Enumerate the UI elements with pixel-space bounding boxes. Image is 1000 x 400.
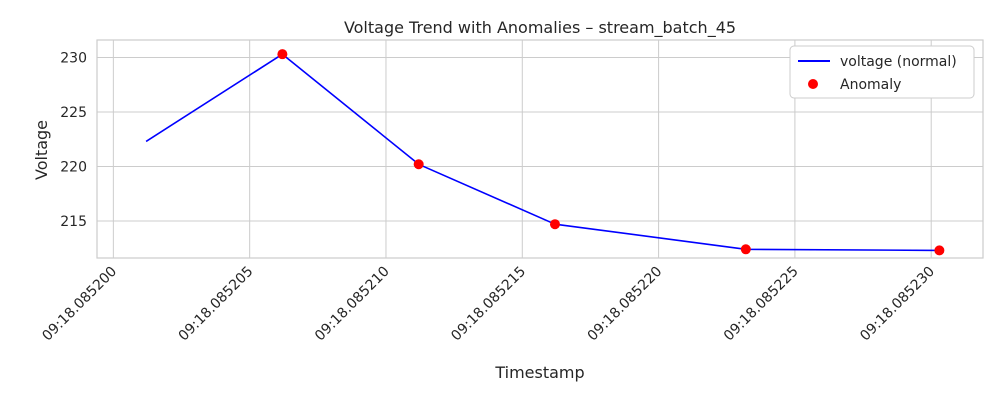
anomaly-point bbox=[413, 159, 424, 170]
anomaly-point bbox=[277, 49, 288, 60]
legend-entry-anomaly: Anomaly bbox=[840, 77, 901, 93]
y-tick-label: 215 bbox=[60, 214, 87, 230]
anomaly-point bbox=[740, 244, 751, 255]
x-axis-label: Timestamp bbox=[494, 363, 584, 382]
anomaly-point bbox=[934, 245, 945, 256]
anomaly-layer bbox=[277, 49, 945, 256]
anomaly-point bbox=[549, 219, 560, 230]
y-tick-label: 225 bbox=[60, 105, 87, 121]
y-tick-label: 220 bbox=[60, 159, 87, 175]
legend-entry-voltage: voltage (normal) bbox=[840, 54, 957, 70]
legend-anomaly-swatch bbox=[808, 79, 818, 89]
legend: voltage (normal) Anomaly bbox=[789, 45, 975, 99]
series-line-voltage bbox=[145, 53, 940, 252]
series-layer bbox=[145, 53, 940, 252]
axes-frame bbox=[96, 39, 984, 259]
y-axis-ticks: 215 220 225 230 bbox=[60, 50, 87, 230]
plot-frame bbox=[96, 39, 984, 259]
chart-title: Voltage Trend with Anomalies – stream_ba… bbox=[344, 18, 736, 38]
y-tick-label: 230 bbox=[60, 50, 87, 66]
legend-box bbox=[789, 45, 975, 99]
y-axis-label: Voltage bbox=[32, 120, 51, 180]
